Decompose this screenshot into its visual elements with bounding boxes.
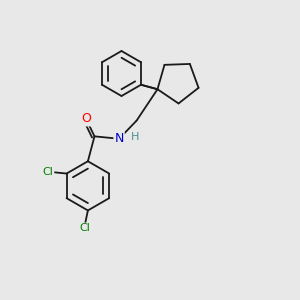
Text: H: H bbox=[130, 132, 139, 142]
Text: N: N bbox=[114, 132, 124, 145]
Text: Cl: Cl bbox=[43, 167, 53, 177]
Text: Cl: Cl bbox=[80, 224, 90, 233]
Text: O: O bbox=[81, 112, 91, 125]
